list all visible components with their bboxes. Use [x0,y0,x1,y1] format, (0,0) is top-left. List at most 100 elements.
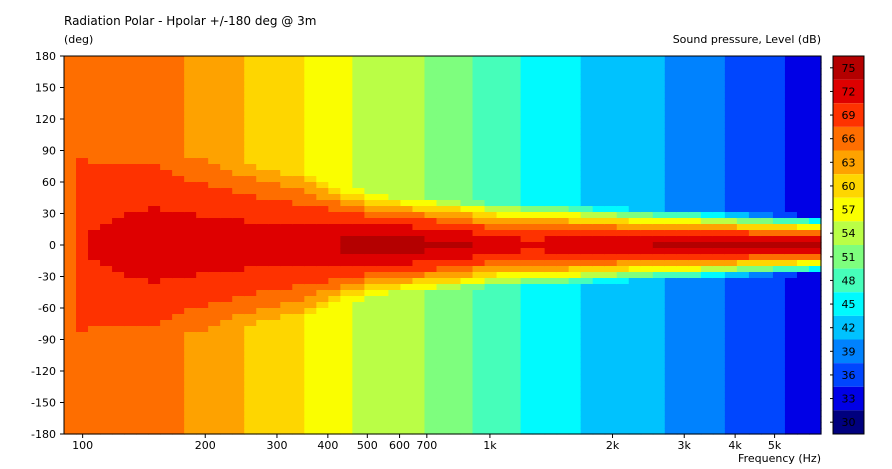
heatmap-cell [292,68,305,75]
heatmap-cell [232,176,245,183]
heatmap-cell [280,224,293,231]
heatmap-cell [304,182,317,189]
heatmap-cell [148,56,161,63]
heatmap-cell [484,80,498,87]
heatmap-cell [244,74,257,81]
heatmap-cell [352,296,365,303]
heatmap-cell [448,248,462,255]
heatmap-cell [268,86,281,93]
heatmap-cell [712,164,726,171]
heatmap-cell [604,266,618,273]
heatmap-cell [280,278,293,285]
heatmap-cell [292,272,305,279]
heatmap-cell [100,260,113,267]
heatmap-cell [316,86,329,93]
heatmap-cell [400,368,414,375]
heatmap-cell [556,230,570,237]
heatmap-cell [244,92,257,99]
heatmap-cell [448,326,462,333]
heatmap-cell [172,326,185,333]
heatmap-cell [256,350,269,357]
heatmap-cell [88,194,101,201]
heatmap-cell [472,404,486,411]
heatmap-cell [304,152,317,159]
heatmap-cell [412,68,426,75]
heatmap-cell [520,416,534,423]
heatmap-cell [472,218,486,225]
heatmap-cell [148,200,161,207]
heatmap-cell [472,128,486,135]
heatmap-cell [496,110,510,117]
heatmap-cell [148,248,161,255]
heatmap-cell [184,236,197,243]
heatmap-cell [448,128,462,135]
heatmap-cell [808,152,822,159]
heatmap-cell [736,422,750,429]
heatmap-cell [244,104,257,111]
heatmap-cell [196,200,209,207]
heatmap-cell [736,236,750,243]
heatmap-cell [772,62,786,69]
heatmap-cell [496,92,510,99]
heatmap-cell [100,104,113,111]
heatmap-cell [508,416,522,423]
heatmap-cell [220,320,233,327]
heatmap-cell [376,200,390,207]
heatmap-cell [292,152,305,159]
heatmap-cell [184,134,197,141]
heatmap-cell [124,392,137,399]
heatmap-cell [712,320,726,327]
heatmap-cell [412,296,426,303]
heatmap-cell [580,272,594,279]
heatmap-cell [424,368,438,375]
heatmap-cell [436,416,450,423]
heatmap-cell [328,428,341,435]
heatmap-cell [580,122,594,129]
heatmap-cell [256,212,269,219]
heatmap-cell [100,128,113,135]
heatmap-cell [592,368,606,375]
heatmap-cell [364,230,378,237]
heatmap-cell [268,188,281,195]
heatmap-cell [580,110,594,117]
heatmap-cell [352,122,365,129]
heatmap-cell [424,230,438,237]
heatmap-cell [208,326,221,333]
heatmap-cell [640,404,654,411]
heatmap-cell [448,374,462,381]
heatmap-cell [568,332,582,339]
heatmap-cell [484,248,498,255]
heatmap-cell [688,62,702,69]
heatmap-cell [808,392,822,399]
heatmap-cell [724,116,738,123]
heatmap-cell [160,122,173,129]
heatmap-cell [676,164,690,171]
heatmap-cell [724,272,738,279]
heatmap-cell [556,278,570,285]
heatmap-cell [784,398,798,405]
heatmap-cell [220,158,233,165]
heatmap-cell [220,314,233,321]
heatmap-cell [412,272,426,279]
heatmap-cell [160,332,173,339]
heatmap-cell [604,104,618,111]
heatmap-cell [400,284,414,291]
heatmap-cell [112,140,125,147]
heatmap-cell [256,314,269,321]
heatmap-cell [496,230,510,237]
heatmap-cell [760,314,774,321]
heatmap-cell [376,368,390,375]
heatmap-cell [592,212,606,219]
heatmap-cell [220,338,233,345]
heatmap-cell [448,92,462,99]
heatmap-cell [568,326,582,333]
heatmap-cell [556,152,570,159]
heatmap-cell [616,80,630,87]
heatmap-cell [808,398,822,405]
heatmap-cell [424,74,438,81]
heatmap-cell [508,350,522,357]
heatmap-cell [472,188,486,195]
heatmap-cell [364,242,378,249]
heatmap-cell [544,122,558,129]
heatmap-cell [760,290,774,297]
